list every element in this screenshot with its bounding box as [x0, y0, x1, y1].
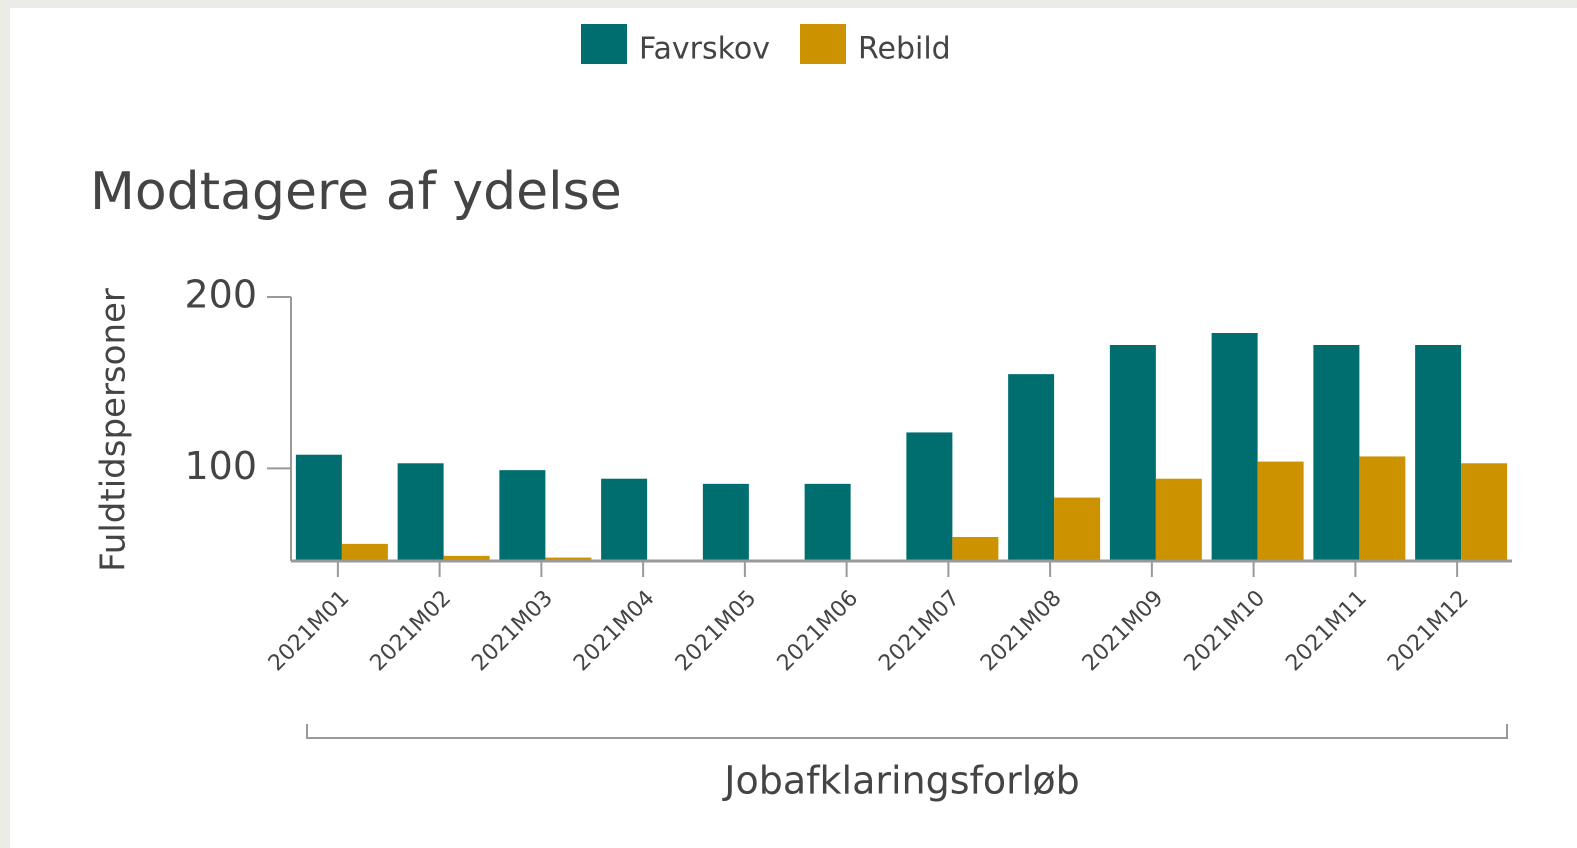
bar	[341, 543, 388, 561]
bar	[1109, 345, 1156, 561]
y-tick-label: 100	[184, 444, 257, 488]
legend-label: Favrskov	[639, 32, 770, 67]
bar	[1415, 345, 1462, 561]
bar	[499, 470, 546, 561]
y-axis-label: Fuldtidspersoner	[94, 288, 134, 572]
legend-swatch	[581, 24, 627, 64]
bar	[397, 463, 444, 561]
bar	[804, 483, 851, 561]
x-axis-label: Jobafklaringsforløb	[722, 759, 1079, 803]
bar	[295, 454, 342, 561]
bar	[1211, 333, 1258, 561]
legend-label: Rebild	[858, 32, 951, 67]
bar	[952, 537, 999, 561]
bar	[1155, 478, 1202, 561]
y-tick-label: 200	[184, 273, 257, 317]
bar	[1054, 497, 1101, 561]
bar	[1257, 461, 1304, 561]
bar	[1313, 345, 1360, 561]
legend-swatch	[800, 24, 847, 64]
bar	[1461, 463, 1508, 561]
bar	[702, 483, 749, 561]
chart-title: Modtagere af ydelse	[90, 162, 622, 222]
category-bracket	[306, 724, 1508, 739]
bar	[1008, 374, 1055, 561]
bar	[443, 555, 490, 561]
bar	[545, 557, 592, 561]
bar	[906, 432, 953, 561]
bar	[1359, 456, 1406, 561]
bar	[601, 478, 648, 561]
